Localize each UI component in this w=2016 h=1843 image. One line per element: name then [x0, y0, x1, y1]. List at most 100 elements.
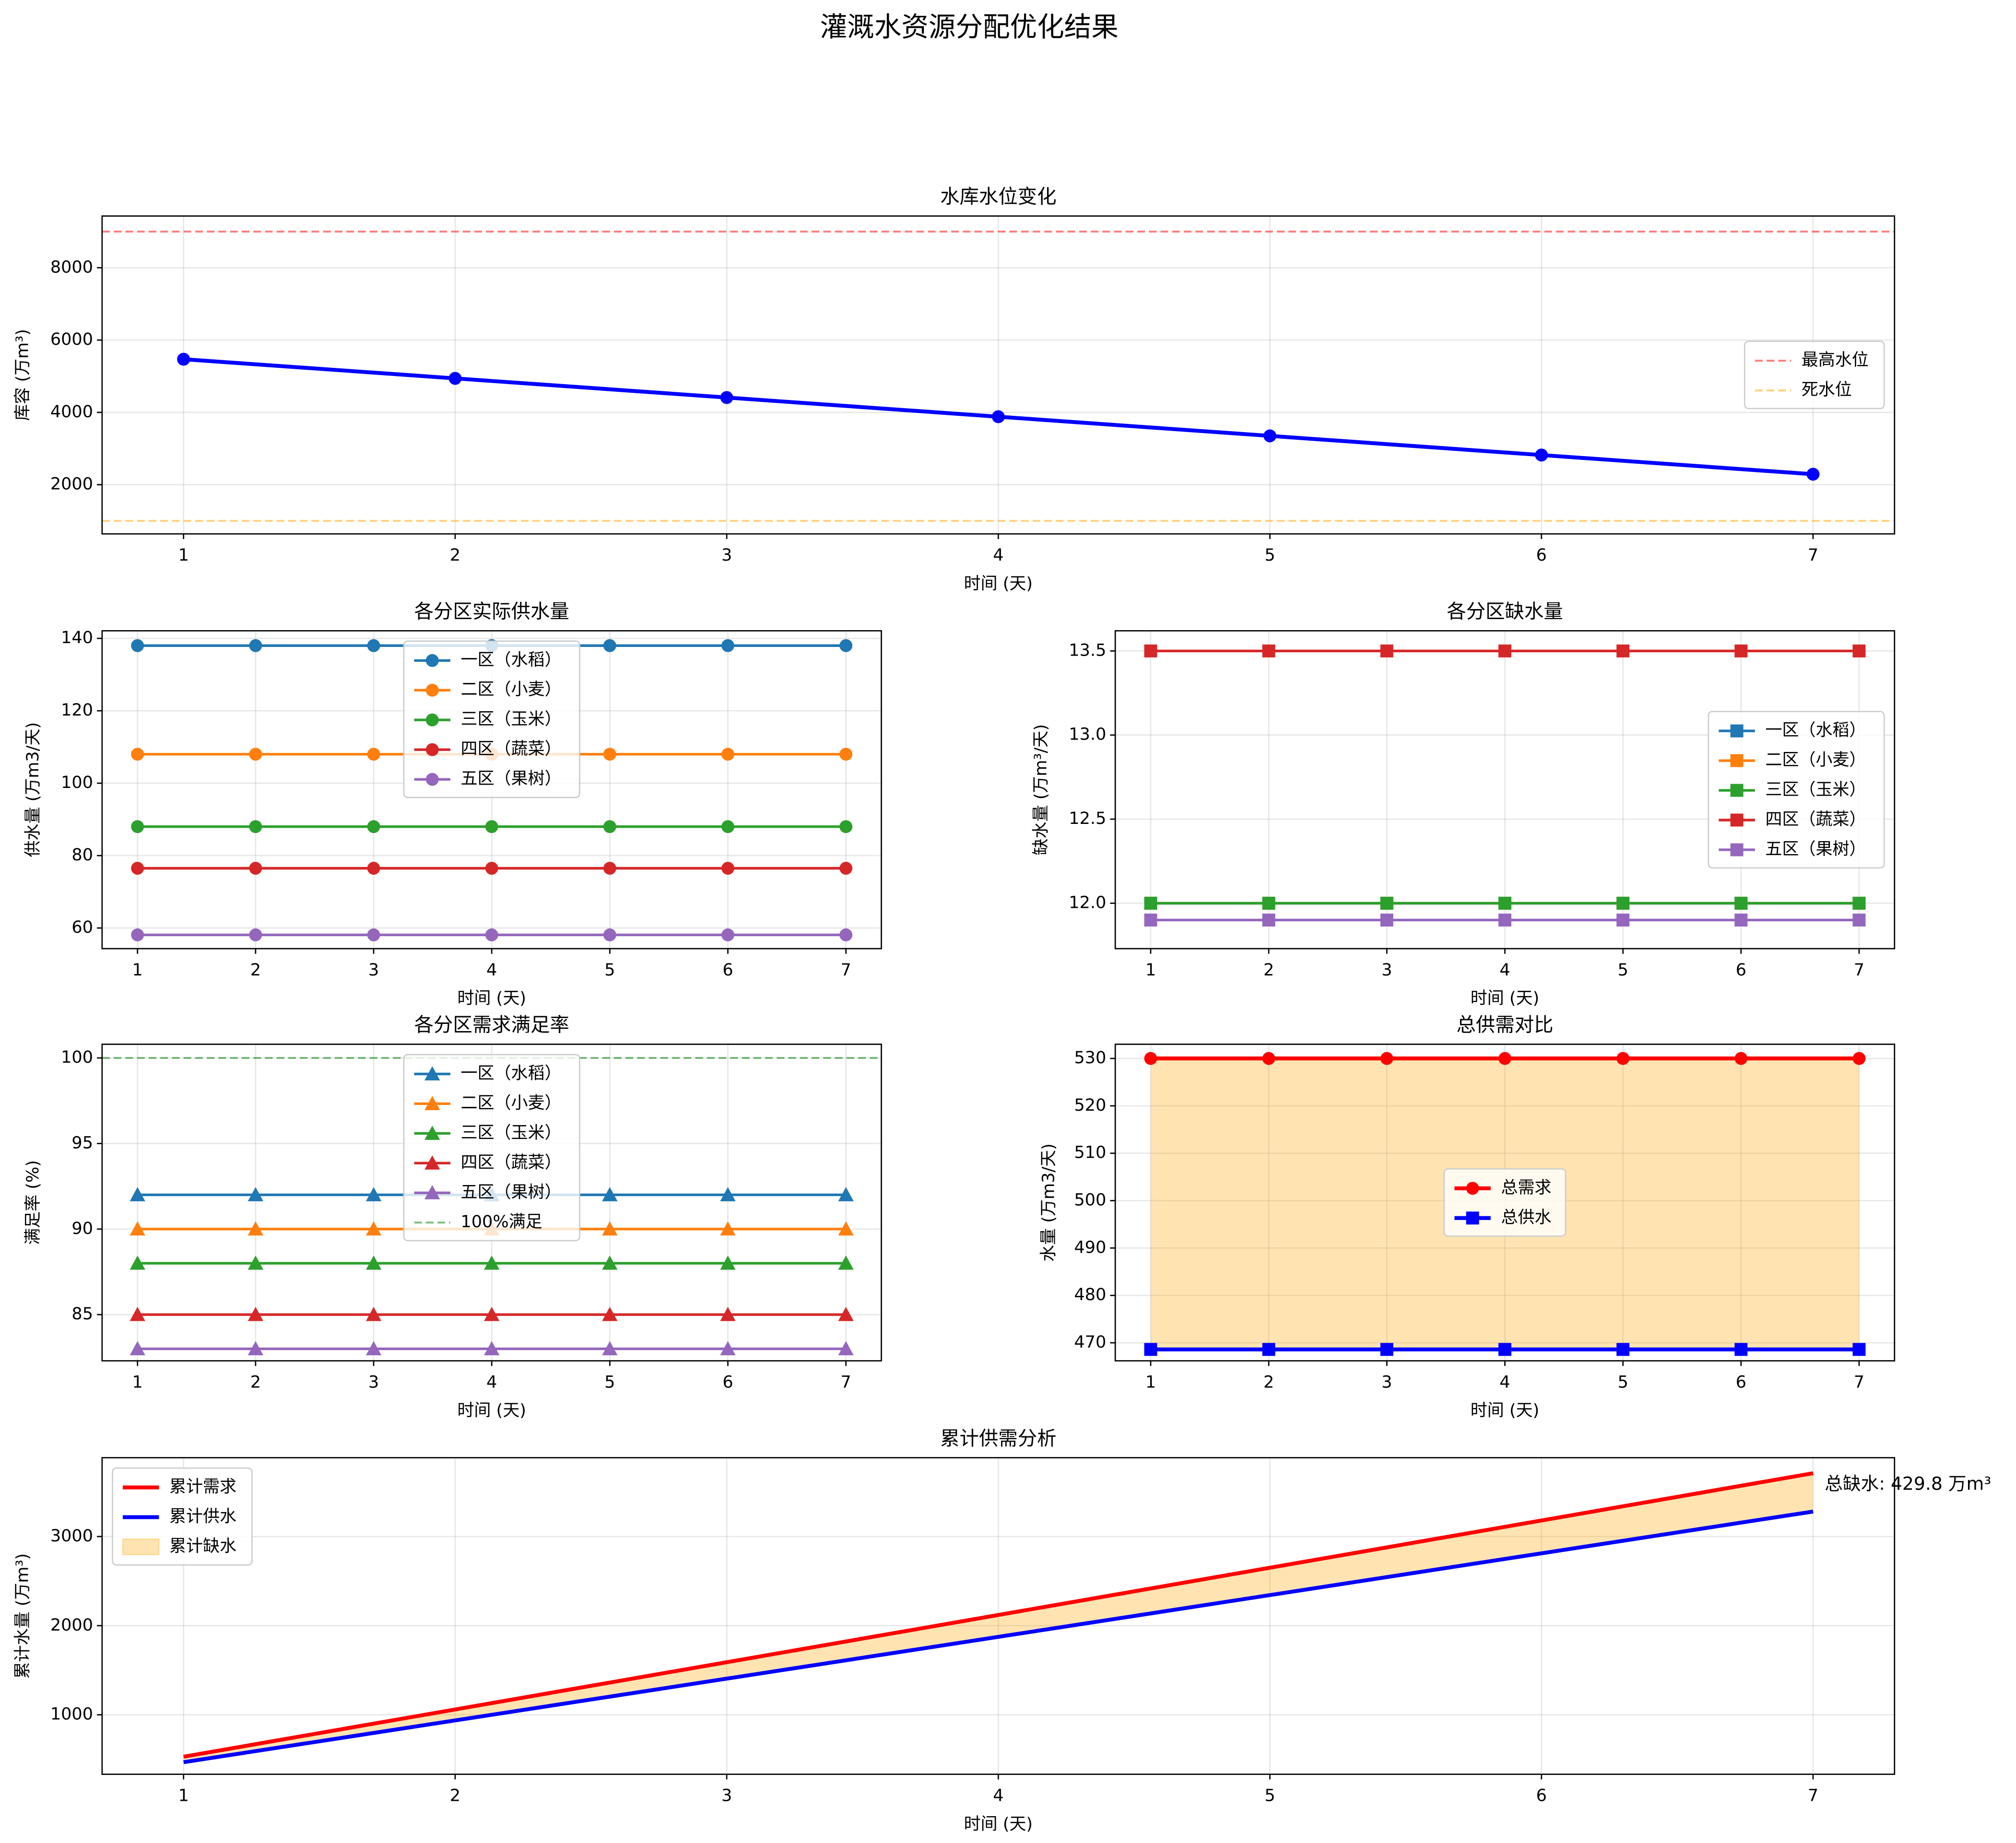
- y-tick-label: 4000: [50, 402, 93, 422]
- y-tick-label: 85: [71, 1304, 93, 1324]
- y-tick-label: 60: [71, 917, 93, 937]
- axes-title: 各分区实际供水量: [414, 600, 569, 623]
- marker: [483, 1341, 500, 1356]
- x-tick-label: 2: [250, 960, 261, 980]
- axes-title: 水库水位变化: [940, 185, 1056, 208]
- x-tick-label: 1: [132, 960, 143, 980]
- marker: [838, 1255, 854, 1270]
- figure-title: 灌溉水资源分配优化结果: [820, 11, 1119, 43]
- marker: [602, 1341, 618, 1356]
- legend-frame: [112, 1467, 253, 1566]
- x-tick-label: 6: [1536, 545, 1547, 565]
- x-tick-label: 4: [1499, 1372, 1510, 1392]
- x-tick-label: 1: [178, 1785, 189, 1805]
- marker: [838, 1221, 854, 1236]
- y-tick-label: 490: [1074, 1237, 1106, 1257]
- legend-label: 总供水: [1501, 1208, 1551, 1227]
- marker: [248, 1221, 264, 1236]
- marker: [603, 748, 616, 761]
- marker: [1380, 913, 1393, 927]
- legend-label: 四区（蔬菜）: [460, 739, 561, 759]
- marker: [367, 748, 380, 761]
- marker: [1535, 448, 1548, 462]
- marker: [721, 862, 734, 875]
- x-tick-label: 6: [1736, 1372, 1746, 1392]
- y-tick-label: 12.5: [1069, 809, 1106, 828]
- x-tick-label: 5: [604, 960, 615, 980]
- marker: [249, 748, 262, 761]
- axes-frame: [101, 1457, 1896, 1775]
- legend-label: 总需求: [1501, 1178, 1551, 1197]
- marker: [248, 1187, 264, 1201]
- marker: [1616, 644, 1630, 657]
- series-line: [183, 1471, 1814, 1759]
- legend-label: 三区（玉米）: [460, 709, 561, 729]
- marker: [367, 862, 380, 875]
- x-axis-label: 时间 (天): [457, 988, 526, 1008]
- marker: [425, 773, 439, 786]
- legend-label: 四区（蔬菜）: [460, 1152, 561, 1172]
- marker: [839, 748, 853, 761]
- x-tick-label: 4: [993, 545, 1003, 565]
- y-tick-label: 6000: [50, 329, 93, 349]
- marker: [485, 820, 498, 833]
- marker: [1262, 1052, 1275, 1065]
- x-axis-label: 时间 (天): [964, 1814, 1033, 1834]
- marker: [249, 820, 262, 833]
- marker: [130, 1307, 145, 1321]
- x-tick-label: 1: [132, 1372, 143, 1392]
- x-tick-label: 7: [840, 960, 851, 980]
- marker: [1616, 1343, 1630, 1356]
- legend-label: 一区（水稻）: [460, 650, 561, 669]
- legend-frame: [1744, 340, 1885, 410]
- marker: [1262, 896, 1275, 910]
- marker: [448, 372, 462, 385]
- axes-frame: [101, 215, 1896, 535]
- y-axis-label: 供水量 (万m3/天): [23, 722, 43, 857]
- marker: [721, 820, 734, 833]
- x-tick-label: 6: [1536, 1785, 1547, 1805]
- axes-title: 累计供需分析: [940, 1427, 1056, 1450]
- axes-title: 总供需对比: [1456, 1013, 1553, 1036]
- y-axis-label: 水量 (万m3/天): [1039, 1143, 1059, 1262]
- x-tick-label: 2: [250, 1372, 261, 1392]
- y-tick-label: 90: [71, 1219, 93, 1238]
- x-tick-label: 3: [721, 545, 732, 565]
- marker: [1380, 1343, 1393, 1356]
- marker: [365, 1255, 382, 1270]
- x-axis-label: 时间 (天): [964, 574, 1033, 593]
- y-tick-label: 2000: [50, 1615, 93, 1635]
- marker: [424, 1185, 440, 1199]
- legend-label: 二区（小麦）: [460, 1093, 561, 1113]
- marker: [1616, 896, 1630, 910]
- x-axis-label: 时间 (天): [1471, 1401, 1540, 1420]
- marker: [485, 928, 498, 941]
- y-axis-label: 库容 (万m³): [12, 329, 32, 421]
- marker: [1730, 813, 1744, 827]
- marker: [130, 1187, 145, 1201]
- x-tick-label: 3: [1381, 1372, 1392, 1392]
- marker: [839, 639, 853, 652]
- x-tick-label: 7: [1854, 960, 1864, 980]
- y-tick-label: 13.0: [1069, 725, 1106, 744]
- y-tick-label: 100: [61, 773, 93, 792]
- x-tick-label: 7: [840, 1372, 851, 1392]
- marker: [367, 928, 380, 941]
- marker: [839, 862, 853, 875]
- marker: [1730, 724, 1744, 738]
- axes-frame: [101, 630, 882, 950]
- x-tick-label: 4: [993, 1785, 1003, 1805]
- x-tick-label: 7: [1854, 1372, 1864, 1392]
- y-tick-label: 13.5: [1069, 640, 1106, 660]
- marker: [1498, 913, 1511, 927]
- x-tick-label: 3: [1381, 960, 1392, 980]
- y-tick-label: 520: [1074, 1095, 1106, 1115]
- marker: [248, 1307, 264, 1321]
- series-line: [183, 1509, 1814, 1764]
- x-tick-label: 3: [721, 1785, 732, 1805]
- legend-label: 累计供水: [169, 1507, 236, 1526]
- marker: [249, 862, 262, 875]
